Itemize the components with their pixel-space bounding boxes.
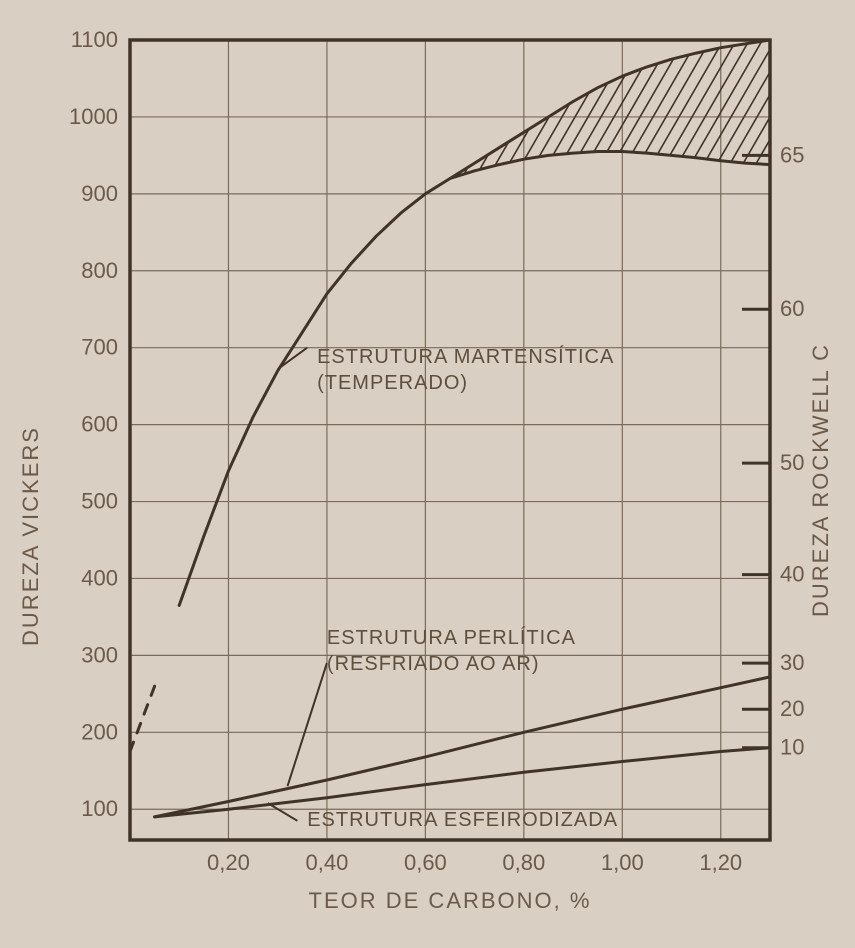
y-right-axis-label: DUREZA ROCKWELL C — [808, 343, 833, 617]
x-tick-label: 0,60 — [404, 850, 447, 875]
y-left-tick-label: 1100 — [71, 27, 118, 52]
y-left-tick-label: 900 — [81, 181, 118, 206]
callout-martensite-text: (TEMPERADO) — [317, 372, 468, 394]
y-right-tick-label: 20 — [780, 696, 804, 721]
y-left-tick-label: 1000 — [69, 104, 118, 129]
callout-perlite-text: (RESFRIADO AO AR) — [327, 653, 540, 675]
y-right-tick-label: 30 — [780, 650, 804, 675]
x-tick-label: 1,20 — [699, 850, 742, 875]
y-right-tick-label: 60 — [780, 296, 804, 321]
callout-martensite-text: ESTRUTURA MARTENSÍTICA — [317, 345, 614, 368]
y-right-tick-label: 65 — [780, 142, 804, 167]
x-tick-label: 0,40 — [306, 850, 349, 875]
y-right-tick-label: 40 — [780, 562, 804, 587]
x-axis-label: TEOR DE CARBONO, % — [309, 888, 592, 913]
callout-esferoidizada-text: ESTRUTURA ESFEIRODIZADA — [307, 809, 618, 831]
y-right-tick-label: 10 — [780, 735, 804, 760]
x-tick-label: 1,00 — [601, 850, 644, 875]
y-left-tick-label: 500 — [81, 489, 118, 514]
y-left-tick-label: 300 — [81, 642, 118, 667]
chart-container: 100 200 300 400 500 600 700 800 900 1000 1100 0,20 0… — [0, 0, 855, 948]
chart-svg: 100 200 300 400 500 600 700 800 900 1000 1100 0,20 0… — [0, 0, 855, 948]
callout-perlite-text: ESTRUTURA PERLÍTICA — [327, 626, 576, 649]
y-left-tick-label: 700 — [81, 335, 118, 360]
y-left-tick-label: 800 — [81, 258, 118, 283]
y-right-tick-label: 50 — [780, 450, 804, 475]
y-left-tick-label: 200 — [81, 719, 118, 744]
y-left-tick-label: 100 — [81, 796, 118, 821]
y-left-tick-label: 600 — [81, 412, 118, 437]
y-left-axis-label: DUREZA VICKERS — [18, 426, 43, 646]
x-tick-label: 0,80 — [502, 850, 545, 875]
y-left-tick-label: 400 — [81, 565, 118, 590]
x-tick-label: 0,20 — [207, 850, 250, 875]
